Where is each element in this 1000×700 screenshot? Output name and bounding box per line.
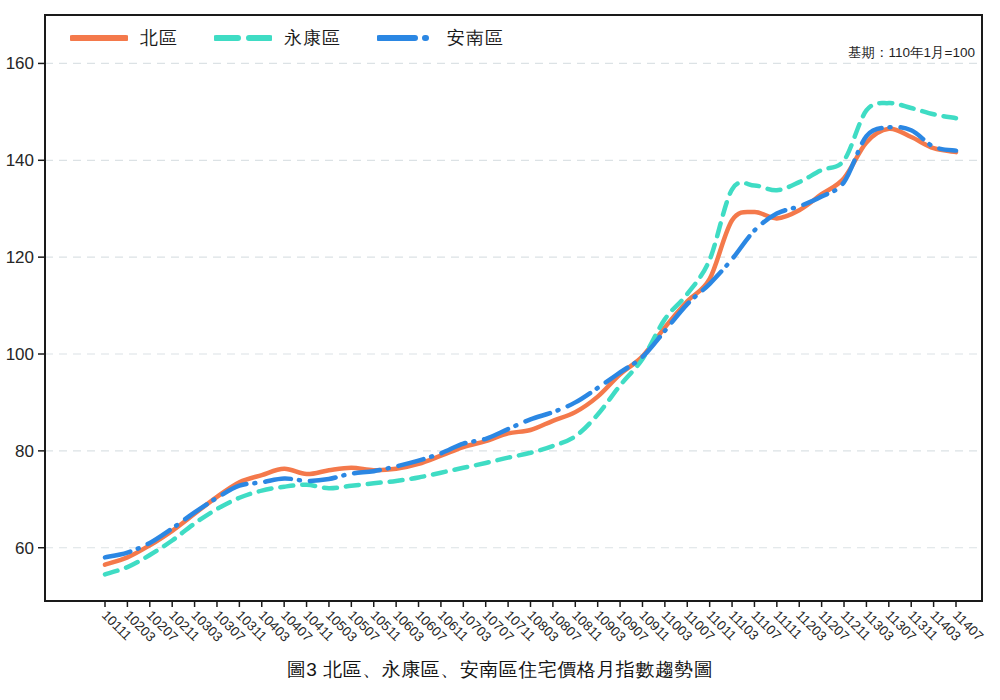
plot-border	[45, 15, 982, 601]
series-lines	[105, 103, 956, 574]
baseline-note: 基期：110年1月=100	[848, 44, 975, 62]
legend-line-swatch-solid	[70, 32, 128, 44]
legend-label: 北區	[140, 26, 178, 50]
legend-line-swatch-dashed	[214, 32, 272, 44]
legend-line-swatch-dashdot	[377, 32, 435, 44]
series-line-1	[105, 103, 956, 574]
svg-text:100: 100	[6, 345, 34, 364]
figure-caption: 圖3 北區、永康區、安南區住宅價格月指數趨勢圖	[0, 657, 1000, 683]
svg-text:80: 80	[15, 442, 34, 461]
gridlines	[45, 63, 982, 547]
chart-figure: 60 80 100 120 140 160 101111020310207102111030…	[0, 0, 1000, 700]
legend-item-annan-district: 安南區	[377, 26, 504, 50]
svg-text:60: 60	[15, 539, 34, 558]
legend-item-north-district: 北區	[70, 26, 178, 50]
svg-text:160: 160	[6, 54, 34, 73]
legend-label: 永康區	[284, 26, 341, 50]
svg-text:120: 120	[6, 248, 34, 267]
line-chart-canvas: 60 80 100 120 140 160 101111020310207102111030…	[0, 0, 1000, 655]
x-tick-labels: 1011110203102071021110303103071031110403…	[99, 608, 986, 645]
y-tick-labels: 60 80 100 120 140 160	[6, 54, 34, 557]
legend-item-yongkang-district: 永康區	[214, 26, 341, 50]
legend-label: 安南區	[447, 26, 504, 50]
chart-legend: 北區 永康區 安南區	[70, 26, 504, 50]
svg-text:140: 140	[6, 151, 34, 170]
